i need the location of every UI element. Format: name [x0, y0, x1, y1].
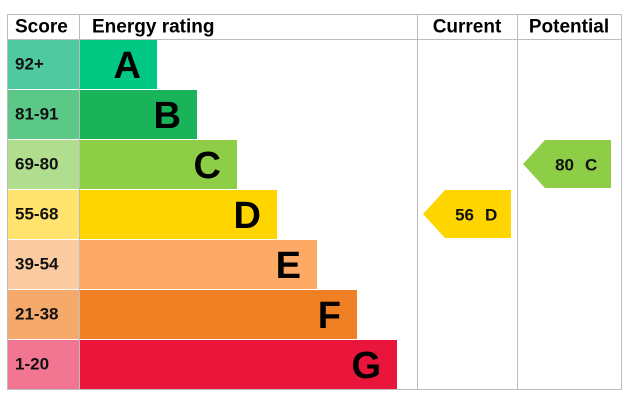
current-rating: D	[485, 206, 497, 225]
rating-bar	[80, 290, 357, 339]
rating-letter: A	[114, 45, 141, 87]
rating-letter: E	[276, 245, 301, 287]
header-rating: Energy rating	[92, 17, 214, 38]
score-cell	[8, 240, 79, 289]
score-cell	[8, 340, 79, 389]
rating-bar	[80, 90, 197, 139]
rating-bar	[80, 340, 397, 389]
header-score: Score	[15, 17, 68, 38]
rating-letter: G	[351, 345, 381, 387]
score-cell	[8, 40, 79, 89]
current-arrow	[423, 190, 511, 238]
score-label: 92+	[15, 55, 44, 74]
potential-arrow	[523, 140, 611, 188]
score-label: 21-38	[15, 305, 58, 324]
score-label: 1-20	[15, 355, 49, 374]
score-label: 39-54	[15, 255, 59, 274]
rating-bar	[80, 140, 237, 189]
potential-score: 80	[555, 156, 574, 175]
rating-bar	[80, 190, 277, 239]
score-cell	[8, 190, 79, 239]
score-label: 81-91	[15, 105, 58, 124]
score-label: 69-80	[15, 155, 58, 174]
rating-letter: D	[234, 195, 261, 237]
rating-bar	[80, 40, 157, 89]
rating-letter: C	[194, 145, 221, 187]
score-cell	[8, 290, 79, 339]
header-current: Current	[433, 17, 502, 38]
rating-letter: B	[154, 95, 181, 137]
rating-bar	[80, 240, 317, 289]
score-cell	[8, 140, 79, 189]
potential-rating: C	[585, 156, 597, 175]
header-potential: Potential	[529, 17, 609, 38]
current-score: 56	[455, 206, 474, 225]
score-cell	[8, 90, 79, 139]
rating-letter: F	[318, 295, 341, 337]
score-label: 55-68	[15, 205, 58, 224]
